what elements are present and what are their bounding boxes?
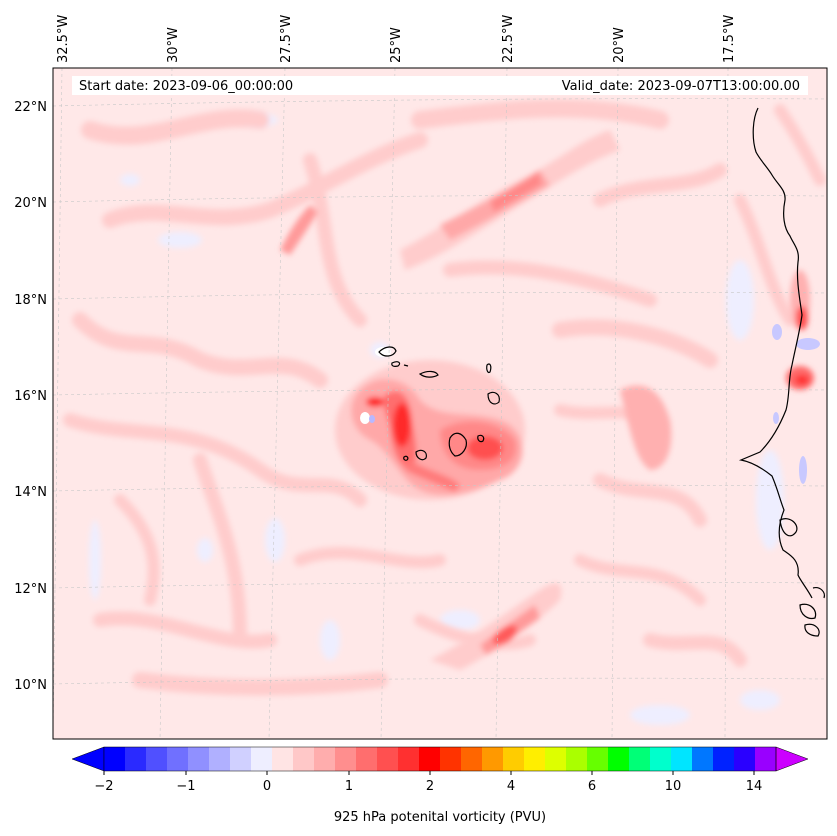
colorbar-cell	[713, 747, 735, 771]
colorbar-tick-label: −2	[94, 779, 113, 794]
santo-antao-island	[378, 346, 397, 357]
colorbar-cell	[335, 747, 357, 771]
colorbar-cell	[125, 747, 147, 771]
guinea-bissau-coast	[799, 603, 817, 620]
colorbar-cell	[482, 747, 504, 771]
colorbar-cell	[251, 747, 273, 771]
brava-island	[403, 455, 409, 461]
colorbar-over-arrow	[775, 746, 809, 772]
pv-central-vortex	[335, 360, 525, 500]
sao-nicolau-island	[418, 370, 439, 378]
sal-island	[486, 363, 492, 374]
lat-label: 10°N	[14, 678, 47, 693]
colorbar-cell	[419, 747, 441, 771]
santiago-island	[448, 432, 467, 457]
lat-label: 14°N	[14, 485, 47, 500]
lat-label: 22°N	[14, 100, 47, 115]
colorbar-ticks	[103, 771, 755, 775]
lon-label: 20°W	[612, 27, 627, 63]
lat-label: 18°N	[14, 293, 47, 308]
bijagos-island	[804, 623, 820, 637]
colorbar-tick-label: 0	[263, 779, 271, 794]
colorbar-cell	[104, 747, 126, 771]
colorbar-cell	[650, 747, 672, 771]
colorbar-cell	[524, 747, 546, 771]
santa-luzia-island	[403, 364, 409, 367]
colorbar-cell	[545, 747, 567, 771]
lat-label: 20°N	[14, 196, 47, 211]
valid-date-label: Valid_date: 2023-09-07T13:00:00.00	[562, 79, 800, 94]
lon-label: 22.5°W	[501, 15, 516, 63]
lon-label: 32.5°W	[56, 15, 71, 63]
colorbar-cell	[629, 747, 651, 771]
colorbar-cell	[230, 747, 252, 771]
colorbar-tick-label: 6	[588, 779, 596, 794]
maio-island	[477, 434, 485, 443]
colorbar-cell	[671, 747, 693, 771]
colorbar-outline	[103, 746, 777, 772]
colorbar-cell	[503, 747, 525, 771]
pv-field	[53, 68, 827, 739]
colorbar-cell	[146, 747, 168, 771]
colorbar-cell	[461, 747, 483, 771]
colorbar-tick-labels: −2 −1 0 1 2 4 6 10 14	[94, 779, 762, 794]
colorbar-cell	[272, 747, 294, 771]
colorbar-cell	[566, 747, 588, 771]
boa-vista-island	[487, 391, 500, 405]
west-africa-coast	[738, 107, 813, 599]
colorbar-cell	[608, 747, 630, 771]
colorbar-cell	[188, 747, 210, 771]
colorbar-cell	[377, 747, 399, 771]
colorbar-cell	[692, 747, 714, 771]
start-date-label: Start date: 2023-09-06_00:00:00	[79, 79, 293, 94]
colorbar-cell	[209, 747, 231, 771]
colorbar-cell	[587, 747, 609, 771]
map-frame	[52, 67, 828, 740]
colorbar-cell	[314, 747, 336, 771]
gambia-inlet	[779, 518, 798, 537]
colorbar-title: 925 hPa potenital vorticity (PVU)	[334, 810, 546, 825]
coast-segment	[812, 587, 825, 599]
pv-weak-bands	[63, 99, 826, 696]
colorbar-tick-label: 2	[426, 779, 434, 794]
longitude-labels: 32.5°W 30°W 27.5°W 25°W 22.5°W 20°W 17.5…	[56, 15, 737, 63]
colorbar-under-arrow	[71, 746, 105, 772]
lon-label: 25°W	[389, 27, 404, 63]
colorbar: −2 −1 0 1 2 4 6 10 14 925 hPa potenital …	[71, 746, 809, 825]
fogo-island	[415, 449, 427, 461]
lon-label: 30°W	[166, 27, 181, 63]
lon-label: 17.5°W	[722, 15, 737, 63]
pv-vortex-white-patches	[360, 347, 391, 424]
lat-label: 12°N	[14, 582, 47, 597]
lat-label: 16°N	[14, 389, 47, 404]
graticule	[53, 68, 827, 739]
colorbar-tick-label: 1	[345, 779, 353, 794]
header-bar	[72, 76, 808, 95]
colorbar-cell	[440, 747, 462, 771]
coastlines	[378, 107, 825, 637]
colorbar-cell	[167, 747, 189, 771]
sao-vicente-island	[391, 361, 401, 367]
colorbar-cell	[755, 747, 777, 771]
colorbar-cell	[356, 747, 378, 771]
lon-label: 27.5°W	[279, 15, 294, 63]
pv-bands	[280, 130, 814, 670]
colorbar-cells	[104, 747, 777, 771]
latitude-labels: 22°N 20°N 18°N 16°N 14°N 12°N 10°N	[14, 100, 47, 693]
colorbar-tick-label: 10	[665, 779, 682, 794]
colorbar-tick-label: 14	[746, 779, 763, 794]
colorbar-tick-label: −1	[176, 779, 195, 794]
colorbar-cell	[293, 747, 315, 771]
colorbar-tick-label: 4	[507, 779, 515, 794]
colorbar-cell	[734, 747, 756, 771]
colorbar-cell	[398, 747, 420, 771]
